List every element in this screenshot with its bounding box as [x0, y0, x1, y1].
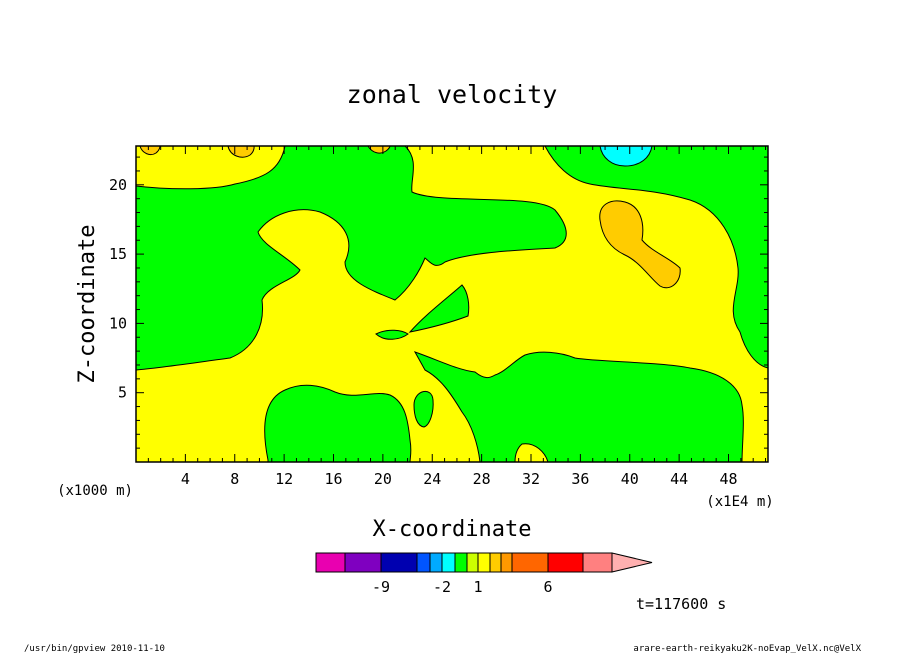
- colorbar-label: 1: [473, 578, 482, 596]
- x-tick-label: 28: [473, 470, 491, 488]
- colorbar-cell: [547, 552, 584, 573]
- colorbar-arrow: [611, 552, 653, 573]
- colorbar-cell: [380, 552, 418, 573]
- x-tick-label: 48: [719, 470, 737, 488]
- colorbar-labels: -9 -2 1 6: [372, 578, 553, 596]
- x-axis-label: X-coordinate: [373, 517, 532, 542]
- colorbar-cell: [441, 552, 456, 573]
- y-tick-label: 20: [109, 176, 127, 194]
- colorbar-cell: [582, 552, 613, 573]
- contour-region: [599, 146, 653, 167]
- x-scale-label: (x1E4 m): [706, 494, 773, 510]
- colorbar-cell: [466, 552, 479, 573]
- colorbar-label: -9: [372, 578, 390, 596]
- y-tick-label: 15: [109, 245, 127, 263]
- plot-frame: [135, 145, 769, 463]
- y-axis-label: Z-coordinate: [75, 225, 100, 384]
- contour-region: [136, 146, 567, 371]
- x-tick-label: 20: [374, 470, 392, 488]
- contour-region: [413, 390, 434, 428]
- x-tick-label: 40: [621, 470, 639, 488]
- y-axis-ticks: 5 10 15 20: [109, 156, 768, 463]
- y-tick-label: 5: [118, 384, 127, 402]
- contour-region: [375, 329, 409, 340]
- contour-field: [136, 146, 768, 462]
- x-tick-label: 12: [275, 470, 293, 488]
- colorbar: [315, 552, 653, 573]
- colorbar-cell: [454, 552, 468, 573]
- colorbar-label: -2: [433, 578, 451, 596]
- x-tick-label: 24: [423, 470, 441, 488]
- x-tick-label: 32: [522, 470, 540, 488]
- contour-region: [599, 200, 681, 289]
- contour-region: [408, 284, 470, 333]
- x-tick-label: 44: [670, 470, 688, 488]
- contour-region: [544, 146, 768, 369]
- time-label: t=117600 s: [636, 595, 726, 613]
- x-tick-label: 16: [324, 470, 342, 488]
- colorbar-cell: [315, 552, 346, 573]
- y-scale-label: (x1000 m): [57, 483, 133, 499]
- colorbar-cell: [511, 552, 549, 573]
- colorbar-cell: [477, 552, 491, 573]
- x-axis-ticks: 4 8 12 16 20 24 28 32 36 40 44 48: [135, 146, 767, 488]
- x-tick-label: 4: [181, 470, 190, 488]
- colorbar-cell: [344, 552, 382, 573]
- chart-title: zonal velocity: [347, 80, 558, 109]
- colorbar-cell: [489, 552, 502, 573]
- x-tick-label: 36: [571, 470, 589, 488]
- footer-left: /usr/bin/gpview 2010-11-10: [24, 644, 165, 654]
- colorbar-cell: [500, 552, 513, 573]
- x-tick-label: 8: [230, 470, 239, 488]
- contour-region: [413, 351, 744, 462]
- colorbar-cell: [416, 552, 431, 573]
- footer-right: arare-earth-reikyaku2K-noEvap_VelX.nc@Ve…: [633, 644, 861, 654]
- contour-region: [264, 384, 412, 462]
- y-tick-label: 10: [109, 314, 127, 332]
- colorbar-label: 6: [543, 578, 552, 596]
- colorbar-cell: [429, 552, 443, 573]
